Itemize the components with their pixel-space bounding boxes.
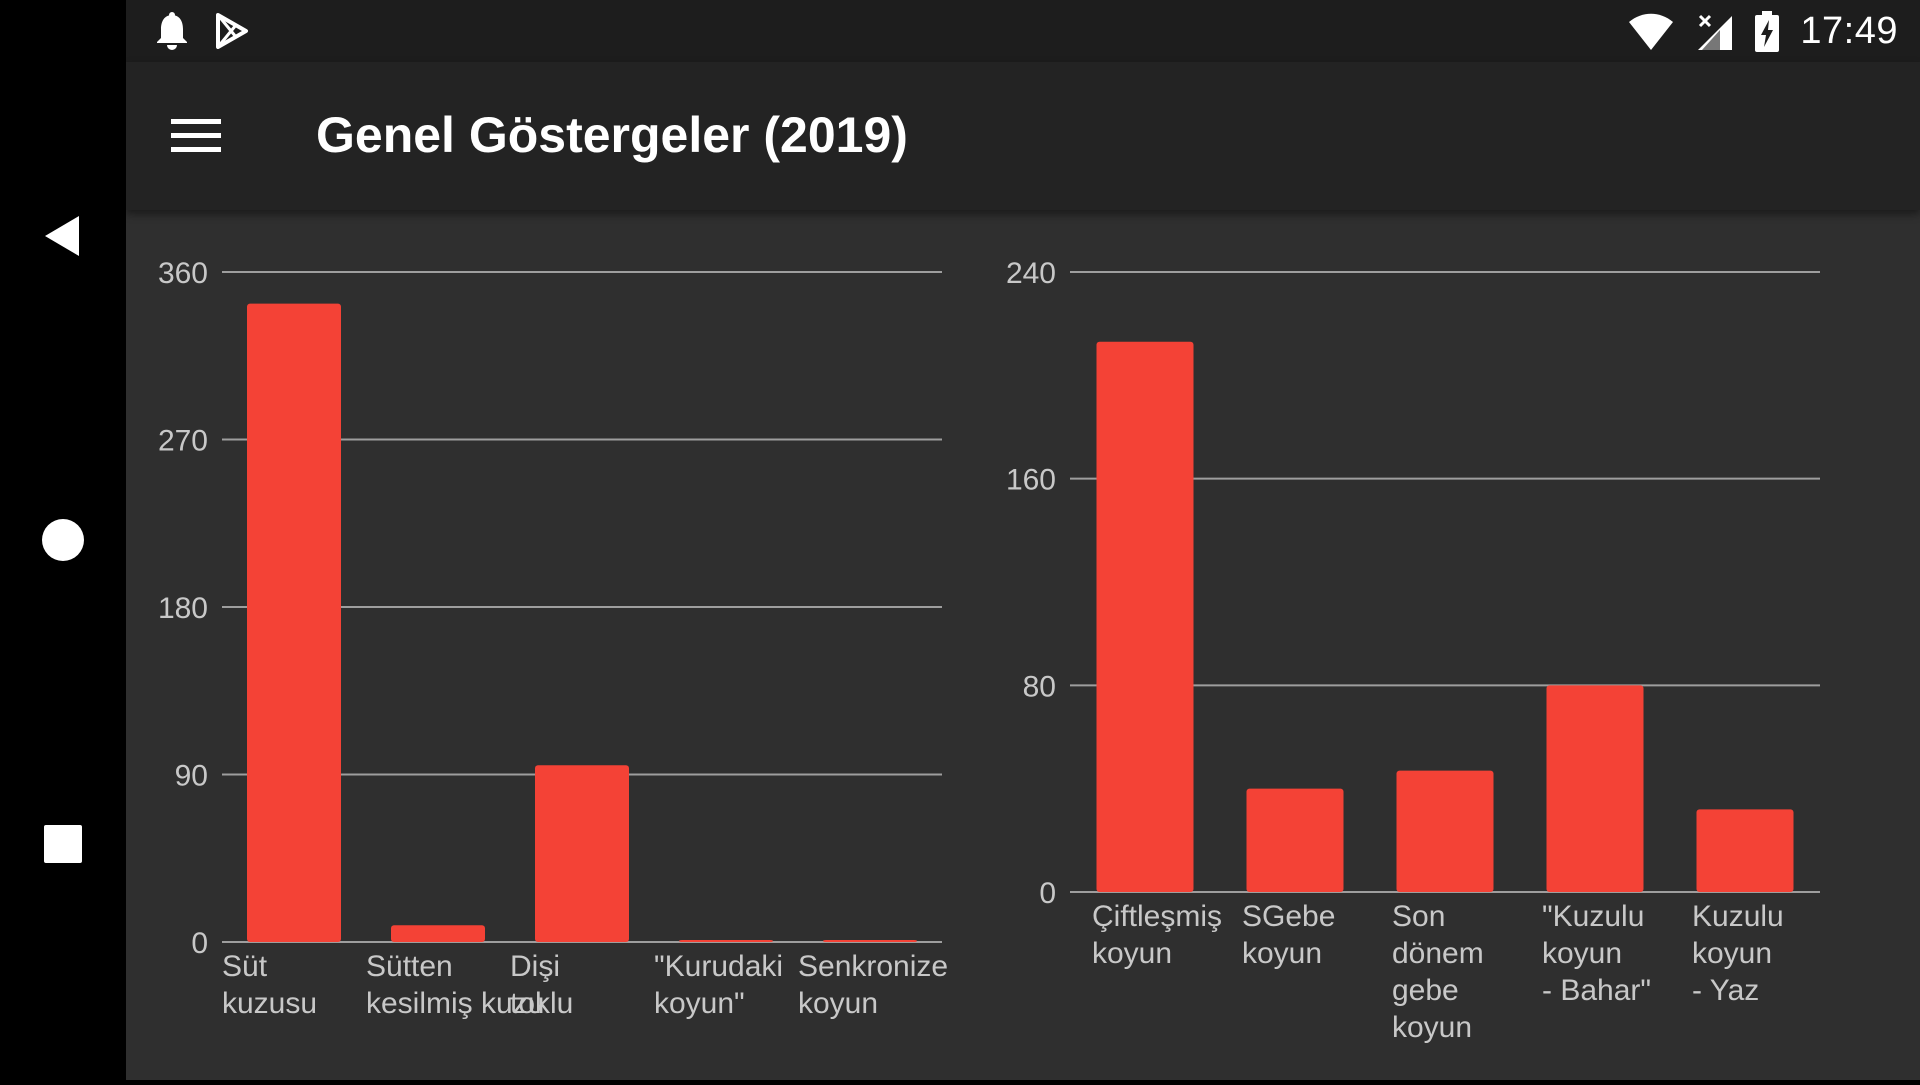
play-store-icon	[216, 13, 248, 49]
y-tick-label: 0	[1039, 877, 1056, 910]
x-tick-label: koyun"	[654, 987, 745, 1020]
bar-1	[391, 925, 485, 942]
status-bar: 17:49	[126, 0, 1920, 62]
bar-chart-right: 0 80 160 240 Çiftleşmiş koyun SGebe koyun Son dön…	[986, 210, 1920, 1080]
bar-4	[823, 940, 917, 942]
y-tick-label: 0	[191, 927, 208, 960]
x-tick-label: koyun	[1542, 937, 1622, 970]
menu-button[interactable]	[166, 106, 226, 166]
x-tick-label: koyun	[1392, 1011, 1472, 1044]
notification-bell-icon	[157, 12, 187, 50]
x-tick-label: koyun	[1692, 937, 1772, 970]
app-toolbar: Genel Göstergeler (2019)	[126, 62, 1920, 210]
chart-right-svg: 0 80 160 240 Çiftleşmiş koyun SGebe koyun Son dön…	[1006, 257, 1820, 1044]
app-window: 17:49 Genel Göstergeler (2019) 0 90 180 270…	[126, 0, 1920, 1080]
x-tick-label: koyun	[798, 987, 878, 1020]
bar-1	[1246, 788, 1344, 892]
x-tick-label: SGebe	[1242, 900, 1335, 933]
page-title: Genel Göstergeler (2019)	[316, 107, 908, 163]
y-tick-label: 360	[158, 257, 208, 290]
home-icon	[42, 519, 84, 561]
bar-2	[535, 765, 629, 942]
x-tick-label: koyun	[1242, 937, 1322, 970]
bar-3	[679, 940, 773, 942]
x-tick-label: - Yaz	[1692, 974, 1759, 1007]
no-signal-icon	[1698, 14, 1733, 50]
status-time: 17:49	[1800, 10, 1898, 52]
y-tick-label: 160	[1006, 464, 1056, 497]
hamburger-menu-icon	[171, 119, 221, 152]
back-icon	[45, 216, 79, 256]
x-tick-label: dönem	[1392, 937, 1484, 970]
x-tick-label: Son	[1392, 900, 1445, 933]
x-tick-label: "Kuzulu	[1542, 900, 1644, 933]
y-tick-label: 270	[158, 425, 208, 458]
x-tick-label: Süt	[222, 950, 268, 983]
x-tick-label: Kuzulu	[1692, 900, 1784, 933]
wifi-icon	[1629, 13, 1674, 50]
y-tick-label: 90	[175, 760, 208, 793]
x-tick-label: - Bahar"	[1542, 974, 1651, 1007]
x-tick-label: gebe	[1392, 974, 1459, 1007]
x-tick-label: toklu	[510, 987, 573, 1020]
y-tick-label: 80	[1023, 670, 1056, 703]
chart-left-svg: 0 90 180 270 360 Süt kuzusu Sütten kesilmiş kuzu…	[158, 257, 948, 1020]
x-tick-label: kesilmiş kuzu	[366, 987, 544, 1020]
x-tick-label: kuzusu	[222, 987, 317, 1020]
x-tick-label: Senkronize	[798, 950, 948, 983]
recents-icon	[44, 825, 82, 863]
x-tick-label: Dişi	[510, 950, 560, 983]
bar-3	[1546, 685, 1644, 892]
x-tick-label: Çiftleşmiş	[1092, 900, 1222, 933]
battery-charging-icon	[1755, 10, 1780, 52]
bar-0	[247, 303, 341, 942]
bar-chart-left: 0 90 180 270 360 Süt kuzusu Sütten kesilmiş kuzu…	[126, 210, 966, 1080]
x-tick-label: koyun	[1092, 937, 1172, 970]
y-tick-label: 180	[158, 592, 208, 625]
back-button[interactable]	[0, 196, 126, 276]
bar-0	[1096, 341, 1194, 892]
navigation-bar	[0, 0, 126, 1080]
y-tick-label: 240	[1006, 257, 1056, 290]
x-tick-label: "Kurudaki	[654, 950, 783, 983]
home-button[interactable]	[0, 500, 126, 580]
bar-2	[1396, 770, 1494, 892]
bar-4	[1696, 809, 1794, 892]
x-tick-label: Sütten	[366, 950, 453, 983]
recents-button[interactable]	[0, 804, 126, 884]
